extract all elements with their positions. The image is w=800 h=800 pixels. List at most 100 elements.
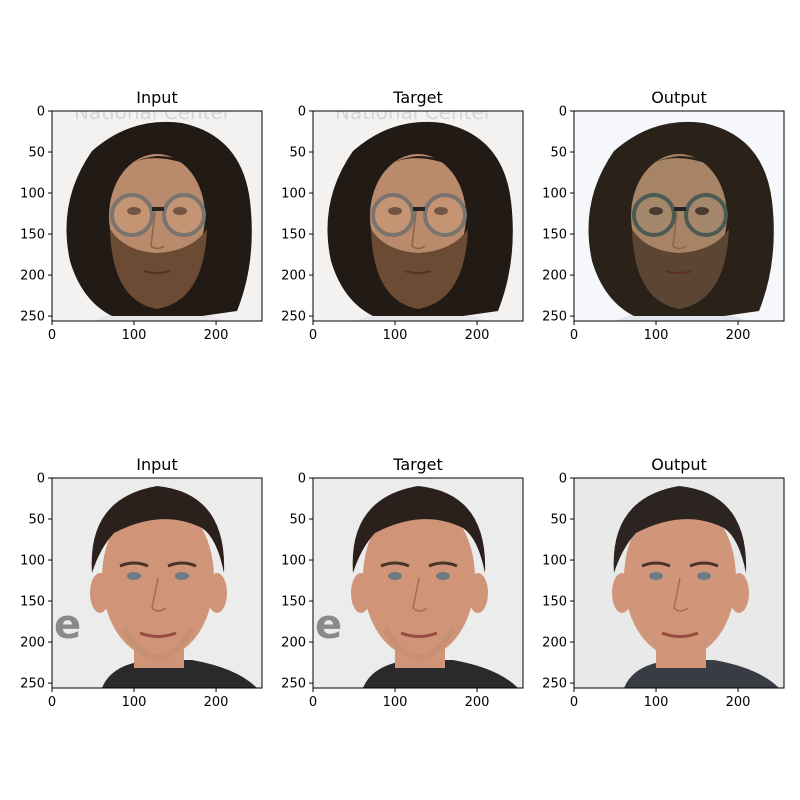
axes-frame [312, 110, 524, 322]
glasses-right-lens [423, 193, 467, 237]
left-eye [127, 207, 141, 215]
y-tick-label: 100 [281, 187, 306, 202]
y-tick-label: 200 [281, 269, 306, 284]
axes-frame [573, 477, 785, 689]
x-tick-label: 200 [204, 695, 229, 710]
subplot-title: Input [136, 455, 177, 474]
y-tick-label: 50 [28, 146, 45, 161]
y-tick-label: 150 [20, 228, 45, 243]
y-tick-label: 0 [559, 105, 567, 120]
face [631, 154, 727, 278]
y-tick-label: 0 [298, 472, 306, 487]
right-eye [436, 572, 450, 580]
stubble [643, 626, 717, 661]
axes-frame [573, 110, 785, 322]
y-tick-label: 250 [281, 677, 306, 692]
y-tick-label: 50 [289, 146, 306, 161]
y-tick-label: 250 [20, 677, 45, 692]
axes-frame [312, 477, 524, 689]
nose [151, 577, 167, 612]
glasses-right-lens [684, 193, 728, 237]
y-tick-label: 50 [550, 146, 567, 161]
left-eye [649, 572, 663, 580]
right-eyebrow [167, 561, 197, 568]
y-tick-label: 200 [20, 269, 45, 284]
x-tick-label: 100 [122, 695, 147, 710]
left-eyebrow [119, 561, 149, 568]
hair [91, 486, 225, 573]
x-tick-label: 200 [465, 695, 490, 710]
y-tick-label: 200 [20, 636, 45, 651]
photo-watermark-text: National Center [74, 100, 232, 124]
right-eye [697, 572, 711, 580]
nose [150, 210, 165, 250]
right-ear [468, 573, 488, 613]
y-tick-label: 0 [298, 105, 306, 120]
nose [412, 577, 428, 612]
face-man-short-hair-output [574, 478, 784, 688]
right-ear [207, 573, 227, 613]
y-tick-label: 50 [289, 513, 306, 528]
face [109, 154, 205, 278]
axes-frame [51, 477, 263, 689]
right-eye [695, 207, 709, 215]
y-tick-label: 150 [542, 228, 567, 243]
x-tick-label: 100 [383, 695, 408, 710]
x-tick-label: 200 [726, 695, 751, 710]
face-bearded-man-glasses-output [574, 111, 784, 321]
glasses-left-lens [371, 193, 415, 237]
mouth [665, 270, 693, 274]
beard [110, 229, 207, 309]
y-tick-label: 0 [559, 472, 567, 487]
face-man-short-hair-input: e [52, 478, 262, 688]
y-tick-label: 250 [281, 310, 306, 325]
x-tick-label: 200 [465, 328, 490, 343]
y-tick-label: 250 [20, 310, 45, 325]
right-eye [173, 207, 187, 215]
mouth [400, 631, 438, 638]
subplot-title: Target [392, 455, 443, 474]
x-tick-label: 0 [48, 328, 56, 343]
subplot-title: Target [392, 88, 443, 107]
left-ear [612, 573, 632, 613]
y-tick-label: 50 [550, 513, 567, 528]
y-tick-label: 150 [281, 228, 306, 243]
beard [632, 229, 729, 309]
right-eyebrow [428, 561, 458, 568]
nose [673, 577, 689, 612]
nose [411, 210, 426, 250]
photo-watermark-letter: e [315, 602, 342, 648]
left-eye [388, 572, 402, 580]
left-eyebrow [380, 561, 410, 568]
beard [371, 229, 468, 309]
face [370, 154, 466, 278]
mouth [143, 270, 171, 274]
x-tick-label: 0 [48, 695, 56, 710]
y-tick-label: 250 [542, 310, 567, 325]
nose [672, 210, 687, 250]
x-tick-label: 0 [570, 695, 578, 710]
face-man-short-hair-target: e [313, 478, 523, 688]
left-eyebrow [641, 561, 671, 568]
subplot-title: Output [651, 88, 707, 107]
y-tick-label: 200 [542, 636, 567, 651]
photo-watermark-text: National Center [335, 100, 493, 124]
x-tick-label: 100 [644, 328, 669, 343]
photo-watermark-letter: e [54, 602, 81, 648]
y-tick-label: 100 [20, 187, 45, 202]
right-eyebrow [689, 561, 719, 568]
glasses-left-lens [110, 193, 154, 237]
x-tick-label: 100 [383, 328, 408, 343]
y-tick-label: 200 [542, 269, 567, 284]
x-tick-label: 0 [309, 695, 317, 710]
left-eye [388, 207, 402, 215]
y-tick-label: 150 [542, 595, 567, 610]
y-tick-label: 200 [281, 636, 306, 651]
subplot-title: Output [651, 455, 707, 474]
